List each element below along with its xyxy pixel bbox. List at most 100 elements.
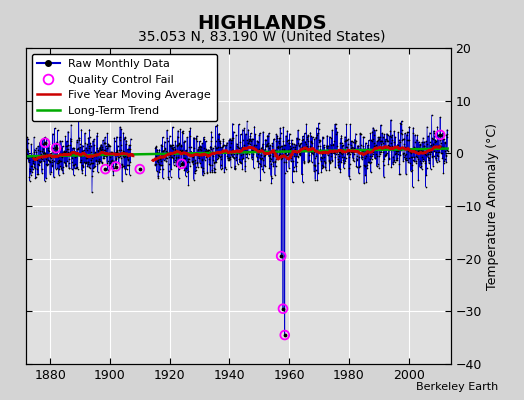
Point	[57, 157, 65, 164]
Point	[411, 149, 420, 156]
Point	[346, 121, 354, 128]
Point	[176, 147, 184, 154]
Point	[390, 138, 399, 145]
Point	[356, 130, 364, 137]
Point	[236, 159, 244, 166]
Point	[47, 169, 56, 176]
Point	[30, 164, 39, 170]
Point	[287, 137, 296, 143]
Point	[395, 161, 403, 167]
Point	[200, 134, 208, 141]
Point	[201, 148, 210, 154]
Point	[336, 149, 344, 156]
Point	[239, 146, 248, 152]
Point	[368, 129, 377, 135]
Point	[304, 159, 312, 165]
Point	[429, 141, 438, 147]
Point	[241, 162, 249, 169]
Point	[166, 133, 174, 139]
Point	[416, 142, 424, 148]
Point	[325, 158, 333, 164]
Point	[63, 146, 72, 152]
Point	[185, 128, 193, 135]
Point	[223, 153, 232, 160]
Point	[155, 161, 163, 167]
Point	[179, 162, 188, 168]
Point	[82, 155, 91, 162]
Point	[300, 159, 309, 165]
Point	[76, 159, 84, 165]
Point	[162, 155, 171, 162]
Point	[329, 149, 337, 156]
Point	[27, 171, 35, 178]
Point	[357, 156, 366, 162]
Point	[366, 159, 375, 166]
Point	[151, 145, 160, 151]
Point	[349, 157, 357, 163]
Point	[269, 152, 277, 159]
Point	[77, 159, 85, 165]
Point	[279, 146, 288, 152]
Point	[243, 150, 251, 156]
Point	[285, 140, 293, 146]
Point	[407, 149, 415, 156]
Point	[210, 165, 219, 172]
Point	[381, 152, 389, 158]
Point	[278, 143, 287, 149]
Point	[42, 161, 50, 167]
Point	[385, 155, 393, 161]
Point	[293, 150, 301, 156]
Point	[95, 156, 103, 162]
Point	[254, 138, 263, 145]
Point	[265, 130, 273, 137]
Point	[175, 140, 183, 146]
Point	[82, 155, 90, 161]
Point	[388, 136, 397, 143]
Point	[280, 142, 288, 148]
Point	[260, 148, 269, 154]
Point	[176, 149, 184, 155]
Point	[119, 148, 127, 154]
Point	[294, 136, 303, 142]
Point	[431, 155, 440, 161]
Point	[62, 148, 70, 154]
Point	[115, 146, 124, 153]
Point	[166, 174, 174, 180]
Point	[268, 147, 276, 154]
Point	[442, 152, 450, 159]
Point	[297, 140, 305, 147]
Point	[105, 150, 113, 156]
Point	[194, 152, 203, 158]
Point	[368, 138, 376, 145]
Point	[417, 147, 425, 154]
Point	[112, 148, 121, 154]
Point	[171, 147, 179, 153]
Point	[405, 158, 413, 165]
Point	[425, 130, 434, 136]
Point	[440, 144, 449, 151]
Point	[265, 145, 274, 152]
Point	[421, 183, 430, 190]
Point	[324, 148, 333, 154]
Point	[112, 163, 120, 170]
Point	[339, 157, 347, 164]
Point	[324, 148, 332, 155]
Point	[403, 136, 411, 143]
Point	[320, 158, 328, 164]
Point	[51, 148, 59, 154]
Point	[286, 146, 294, 152]
Point	[167, 142, 176, 148]
Point	[439, 130, 447, 136]
Point	[180, 138, 189, 144]
Point	[102, 148, 110, 155]
Point	[25, 152, 34, 158]
Point	[346, 151, 354, 157]
Point	[368, 136, 377, 142]
Point	[258, 144, 267, 150]
Point	[155, 169, 163, 175]
Point	[52, 139, 61, 145]
Point	[71, 161, 80, 168]
Point	[232, 154, 240, 160]
Point	[394, 150, 402, 157]
Point	[207, 138, 215, 144]
